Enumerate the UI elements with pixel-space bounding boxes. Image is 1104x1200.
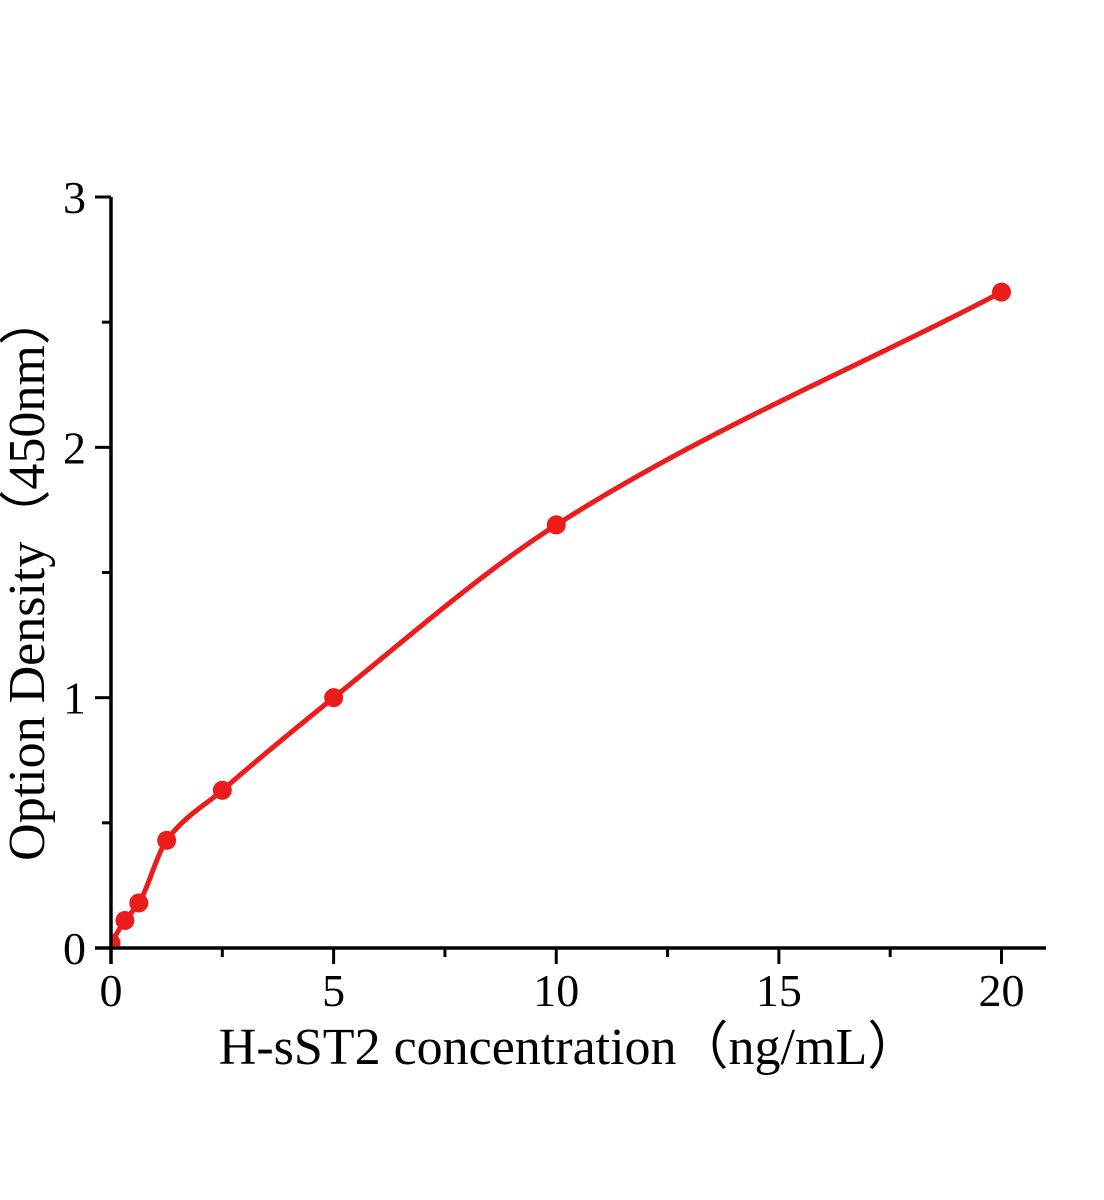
x-tick-label: 15 xyxy=(756,965,802,1016)
data-point xyxy=(324,688,344,708)
data-point xyxy=(115,910,135,930)
x-tick-label: 0 xyxy=(100,965,123,1016)
y-axis-ticks xyxy=(95,195,111,950)
data-points-group xyxy=(112,282,1011,947)
data-point xyxy=(129,893,149,913)
x-axis-tick-labels: 0 5 10 15 20 xyxy=(100,965,1025,1016)
data-point xyxy=(992,282,1011,302)
y-tick-label: 1 xyxy=(63,673,86,724)
data-point xyxy=(157,830,177,850)
x-tick-label: 5 xyxy=(322,965,345,1016)
x-axis-ticks xyxy=(109,948,1003,964)
data-point xyxy=(112,933,121,947)
x-tick-label: 10 xyxy=(533,965,579,1016)
y-tick-label: 3 xyxy=(63,172,86,223)
y-axis-tick-labels: 0 1 2 3 xyxy=(63,172,86,974)
plot-area xyxy=(112,282,1011,947)
x-tick-label: 20 xyxy=(979,965,1025,1016)
data-point xyxy=(546,515,566,535)
axes-group xyxy=(95,195,1046,964)
y-axis-title: Option Density（450nm） xyxy=(0,293,56,861)
y-tick-label: 2 xyxy=(63,422,86,473)
x-axis-title: H-sST2 concentration（ng/mL） xyxy=(219,1019,919,1076)
fit-curve-line xyxy=(112,289,1004,945)
y-tick-label: 0 xyxy=(63,923,86,974)
data-point xyxy=(212,780,232,800)
